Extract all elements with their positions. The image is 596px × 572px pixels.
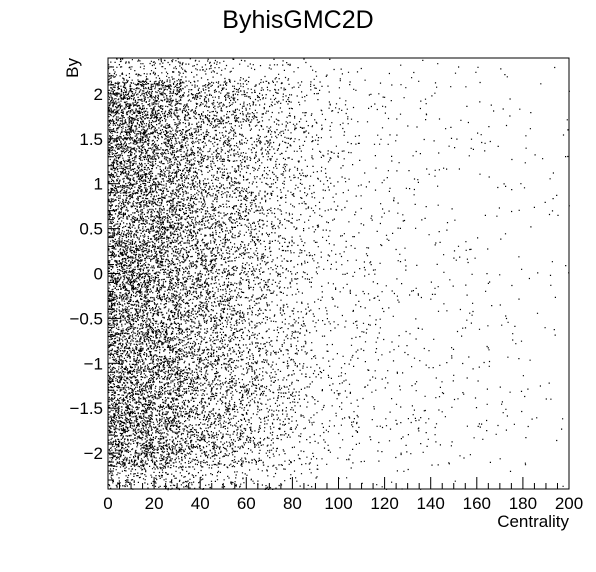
y-tick-label: −0.5 [69, 309, 103, 328]
y-tick-label: 0 [94, 265, 103, 284]
scatter-point-cloud [108, 58, 570, 491]
x-tick-label: 120 [370, 494, 398, 513]
y-tick-label: −2 [84, 444, 103, 463]
x-tick-label: 100 [324, 494, 352, 513]
x-tick-label: 140 [417, 494, 445, 513]
y-tick-label: 2 [94, 85, 103, 104]
x-tick-label: 40 [191, 494, 210, 513]
y-tick-label: 1 [94, 175, 103, 194]
chart-title: ByhisGMC2D [222, 6, 373, 34]
y-axis: −2 −1.5 −1 −0.5 0 0.5 1 1.5 2 [69, 57, 120, 490]
x-tick-label: 160 [463, 494, 491, 513]
y-tick-label: 1.5 [79, 130, 103, 149]
y-tick-label: −1 [84, 354, 103, 373]
y-tick-label: −1.5 [69, 399, 103, 418]
y-axis-title: By [63, 58, 82, 78]
scatter-points [108, 58, 570, 491]
x-axis: 0 20 40 60 80 100 120 140 160 180 200 [103, 477, 583, 513]
x-tick-label: 200 [555, 494, 583, 513]
x-axis-title: Centrality [497, 512, 569, 531]
x-tick-label: 80 [283, 494, 302, 513]
y-tick-label: 0.5 [79, 220, 103, 239]
x-tick-label: 60 [237, 494, 256, 513]
x-tick-label: 180 [509, 494, 537, 513]
x-tick-label: 0 [103, 494, 112, 513]
x-tick-label: 20 [145, 494, 164, 513]
